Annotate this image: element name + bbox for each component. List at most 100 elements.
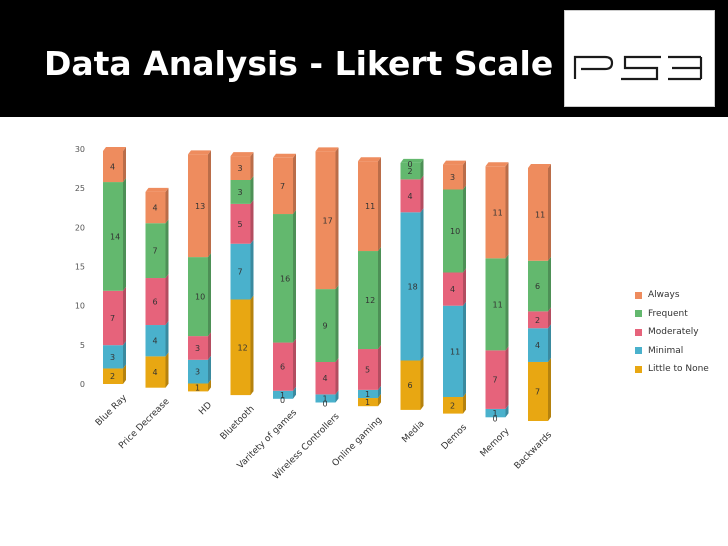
data-label: 7: [110, 314, 115, 323]
data-label: 0: [408, 160, 413, 169]
data-label: 2: [450, 401, 455, 410]
bar-segment: [443, 272, 463, 306]
y-tick-label: 25: [75, 184, 85, 193]
bar-segment-side: [293, 210, 296, 343]
bar-segment-side: [335, 390, 339, 403]
data-label: 4: [535, 341, 540, 350]
data-label: 5: [238, 220, 243, 229]
y-tick-label: 30: [75, 145, 85, 154]
bar-top-cap: [188, 150, 211, 155]
legend-swatch: [635, 291, 642, 299]
bar-segment: [103, 151, 123, 183]
legend-item: Little to None: [635, 360, 725, 379]
data-label: 2: [408, 167, 413, 176]
bar-segment-side: [505, 254, 509, 351]
data-label: 12: [365, 296, 375, 305]
bar-segment-side: [250, 152, 254, 180]
data-label: 3: [110, 353, 115, 362]
bar-segment-side: [208, 355, 211, 384]
y-tick-label: 0: [80, 380, 85, 389]
bar-top-cap: [528, 164, 551, 168]
bar-segment-side: [378, 157, 381, 252]
data-label: 11: [535, 210, 545, 219]
bar-top-cap: [103, 147, 126, 151]
data-label: 12: [238, 343, 248, 352]
bar-segment-side: [463, 268, 466, 306]
bar-top-cap: [485, 162, 509, 167]
bar-segment-side: [548, 164, 551, 261]
bar-segment: [230, 180, 251, 204]
data-label: 7: [535, 387, 540, 396]
bar-segment: [528, 361, 548, 421]
bar-segment-side: [420, 208, 424, 361]
y-tick-label: 15: [75, 263, 85, 272]
bar-top-cap: [400, 158, 424, 163]
data-label: 4: [323, 374, 328, 383]
category-label: Price Decrease: [117, 396, 172, 451]
legend-item: Moderately: [635, 323, 725, 342]
data-label: 4: [153, 337, 158, 346]
category-label: Online gaming: [331, 415, 385, 469]
data-label: 4: [153, 368, 158, 377]
bar-segment: [443, 397, 463, 414]
legend-swatch: [635, 328, 642, 336]
data-label: 1: [365, 390, 370, 399]
data-label: 1: [365, 398, 370, 407]
bar-segment: [443, 305, 463, 397]
bar-segment: [103, 368, 123, 384]
bar-segment: [315, 151, 336, 290]
legend-label: Frequent: [648, 308, 688, 319]
data-label: 0: [323, 400, 328, 409]
category-label: HD: [197, 400, 214, 417]
data-label: 3: [195, 368, 200, 377]
bar-segment-side: [123, 286, 126, 346]
data-label: 11: [493, 300, 503, 309]
y-tick-label: 20: [75, 223, 85, 232]
data-label: 13: [195, 202, 205, 211]
bar-segment: [443, 164, 463, 190]
category-label: Backwards: [513, 430, 555, 472]
data-label: 3: [238, 164, 243, 173]
bar-segment-side: [123, 364, 126, 384]
bar-segment-side: [420, 158, 424, 180]
data-label: 11: [493, 208, 503, 217]
bar-segment: [485, 350, 506, 409]
bar-segment-side: [378, 345, 381, 390]
data-label: 7: [153, 247, 158, 256]
bar-segment-side: [335, 285, 339, 362]
bar-segment-side: [123, 341, 126, 369]
bar-segment: [273, 342, 293, 391]
bar-segment: [273, 157, 293, 215]
bar-segment: [358, 398, 378, 407]
bar-segment-side: [463, 160, 466, 190]
bar-segment: [400, 162, 421, 180]
data-label: 3: [450, 173, 455, 182]
data-label: 6: [280, 363, 285, 372]
legend-label: Minimal: [648, 345, 684, 356]
bar-segment: [188, 257, 208, 337]
bar-segment-side: [335, 147, 339, 290]
bar-segment: [145, 325, 166, 357]
bar-segment: [145, 191, 166, 224]
category-label: Memory: [479, 426, 512, 459]
data-label: 1: [280, 391, 285, 400]
legend-swatch: [635, 347, 642, 355]
legend-swatch: [635, 310, 642, 318]
data-label: 6: [153, 298, 158, 307]
data-label: 4: [450, 285, 455, 294]
data-label: 9: [323, 322, 328, 331]
bar-segment: [230, 156, 251, 180]
data-label: 1: [493, 409, 498, 418]
data-label: 6: [408, 381, 413, 390]
data-label: 4: [408, 192, 413, 201]
bar-top-cap: [230, 152, 254, 157]
bar-segment-side: [335, 358, 339, 395]
bar-segment: [145, 356, 166, 388]
bar-segment: [358, 389, 378, 399]
bar-segment: [358, 161, 378, 252]
bar-segment-side: [208, 253, 211, 337]
bar-segment-side: [123, 147, 126, 183]
legend-item: Always: [635, 286, 725, 305]
bar-segment: [103, 290, 123, 346]
